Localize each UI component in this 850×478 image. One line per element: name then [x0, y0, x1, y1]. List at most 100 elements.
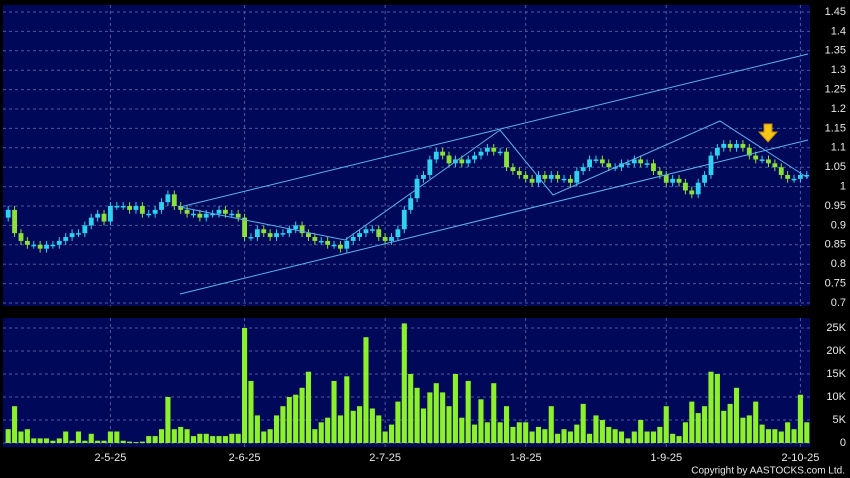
- volume-bar: [24, 429, 30, 443]
- candle-body: [95, 213, 101, 218]
- candle-body: [504, 151, 509, 168]
- candle-body: [638, 159, 644, 164]
- volume-bar: [325, 417, 331, 443]
- volume-bar: [254, 415, 260, 443]
- y-tick-label: 1.15: [825, 122, 846, 134]
- volume-bar: [12, 406, 18, 443]
- volume-bar: [178, 426, 184, 443]
- candle-body: [101, 213, 107, 222]
- candle-body: [759, 159, 765, 161]
- candle-body: [242, 217, 248, 238]
- candle-body: [306, 233, 311, 238]
- candle-body: [548, 174, 554, 179]
- volume-bar: [75, 431, 82, 443]
- candle-body: [440, 151, 446, 156]
- candle-body: [191, 213, 196, 216]
- candle-body: [248, 237, 254, 239]
- volume-bar: [548, 406, 554, 443]
- volume-bar: [312, 429, 318, 443]
- candle-body: [580, 167, 586, 172]
- candle-body: [408, 198, 414, 210]
- candle-body: [376, 229, 382, 238]
- volume-bar: [472, 424, 478, 443]
- candle-body: [293, 225, 299, 230]
- candle-body: [274, 233, 279, 238]
- candle-body: [318, 240, 324, 243]
- candle-body: [421, 174, 426, 179]
- volume-bar: [50, 440, 56, 443]
- y-tick-label: 0.75: [825, 278, 846, 290]
- candle-body: [210, 213, 216, 216]
- volume-bar: [567, 431, 573, 443]
- candle-body: [804, 174, 810, 177]
- volume-bar: [708, 371, 714, 443]
- volume-bar: [43, 438, 50, 443]
- volume-bar: [702, 406, 708, 443]
- volume-bar: [331, 380, 337, 443]
- candle-body: [536, 174, 541, 183]
- candle-body: [363, 229, 369, 234]
- volume-bar: [222, 436, 228, 443]
- volume-tick-label: 5K: [833, 414, 847, 426]
- volume-bar: [101, 440, 107, 443]
- candle-body: [184, 209, 190, 214]
- candle-body: [714, 147, 720, 156]
- volume-bar: [804, 422, 810, 443]
- candle-body: [171, 194, 177, 206]
- candle-body: [5, 209, 11, 218]
- volume-bar: [484, 422, 490, 443]
- y-tick-label: 1.2: [831, 103, 846, 115]
- volume-bar: [446, 406, 452, 443]
- candle-body: [133, 206, 139, 210]
- x-tick-label: 1-8-25: [510, 452, 542, 464]
- candle-body: [651, 163, 656, 172]
- marks: [5, 140, 810, 443]
- volume-bar: [248, 380, 254, 443]
- channel-upper: [179, 53, 809, 208]
- volume-bar: [229, 433, 235, 443]
- candle-body: [357, 233, 363, 238]
- y-tick-label: 1.1: [831, 142, 846, 154]
- volume-bar: [440, 392, 446, 443]
- candle-body: [395, 229, 401, 238]
- volume-bar: [727, 403, 733, 443]
- volume-bar: [280, 406, 286, 443]
- volume-bar: [452, 374, 458, 443]
- candle-body: [446, 155, 452, 164]
- candle-body: [785, 174, 791, 179]
- volume-bar: [785, 422, 791, 443]
- volume-bar: [369, 408, 375, 443]
- candle-body: [734, 143, 739, 148]
- volume-bar: [644, 431, 650, 443]
- volume-bar: [235, 433, 241, 443]
- volume-bar: [510, 426, 516, 443]
- volume-bar: [676, 436, 682, 443]
- candle-body: [682, 182, 688, 191]
- volume-bar: [133, 442, 139, 443]
- candle-body: [146, 213, 152, 216]
- volume-bar: [721, 410, 727, 443]
- volume-bar: [127, 441, 133, 443]
- candle-body: [510, 167, 516, 172]
- candle-body: [427, 159, 433, 175]
- candle-body: [350, 237, 356, 241]
- candle-body: [69, 233, 75, 238]
- candle-body: [37, 244, 43, 249]
- candle-body: [235, 213, 241, 218]
- volume-bar: [682, 422, 688, 443]
- volume-bar: [459, 417, 465, 443]
- candle-body: [107, 206, 113, 222]
- x-tick-label: 2-6-25: [229, 452, 261, 464]
- candle-body: [708, 155, 714, 175]
- candle-body: [286, 229, 292, 234]
- volume-bar: [63, 431, 69, 443]
- volume-bar: [318, 422, 324, 443]
- volume-bar: [638, 420, 644, 443]
- volume-bar: [733, 387, 740, 443]
- volume-bar: [491, 383, 497, 443]
- candle-body: [542, 174, 548, 179]
- candle-body: [491, 147, 497, 152]
- volume-bar: [203, 433, 209, 443]
- channel-lower: [179, 139, 809, 295]
- volume-bar: [561, 429, 567, 443]
